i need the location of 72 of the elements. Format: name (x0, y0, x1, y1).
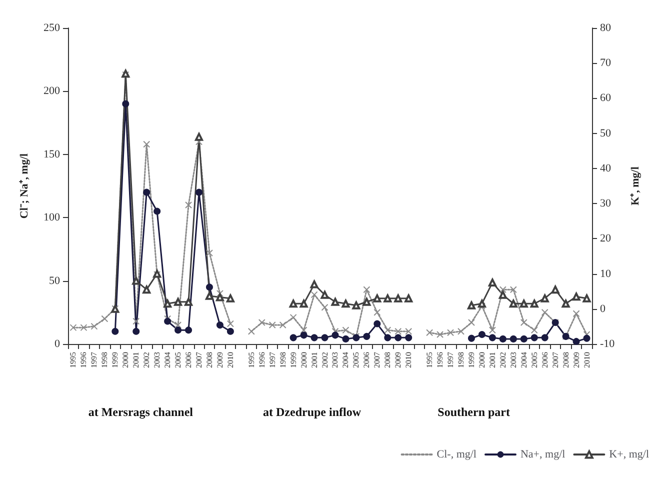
x-tick-label: 2007 (372, 352, 382, 368)
y-tick-label: 0 (54, 338, 60, 350)
y-tick-label: 250 (44, 22, 60, 34)
x-tick-label: 1998 (278, 352, 288, 368)
x-tick-label: 2010 (226, 352, 235, 368)
y2-axis-title: K⁺, mg/l (630, 166, 642, 206)
text: Southern part (438, 405, 510, 419)
y2-tick-label: 70 (600, 57, 612, 70)
legend-label: K+, mg/l (609, 448, 650, 460)
y-tick-label: 100 (44, 212, 60, 224)
y2-tick-label: 0 (600, 302, 606, 315)
x-tick-label: 2006 (540, 352, 550, 368)
x-tick-label: 2001 (488, 352, 497, 368)
y2-tick-label: 20 (600, 232, 612, 245)
y2-tick-label: 30 (600, 198, 612, 210)
x-tick-label: 2010 (404, 352, 414, 368)
text: at Mersrags channel (88, 405, 194, 419)
x-tick-label: 2008 (561, 352, 570, 368)
y-tick-label: 150 (44, 148, 60, 160)
x-tick-label: 2001 (132, 352, 141, 368)
x-tick-label: 2009 (215, 352, 224, 368)
x-tick-label: 2004 (341, 352, 350, 368)
y2-tick-label: -10 (600, 338, 616, 350)
x-tick-label: 2007 (550, 352, 560, 368)
x-tick-label: 2003 (508, 352, 518, 368)
x-tick-label: 2005 (352, 352, 361, 368)
x-tick-label: 2004 (163, 352, 172, 368)
x-tick-label: 2008 (204, 352, 214, 368)
x-tick-label: 2009 (394, 352, 403, 368)
x-tick-label: 1998 (100, 352, 110, 368)
x-tick-label: 1995 (425, 352, 434, 368)
x-tick-label: 1997 (446, 352, 456, 368)
x-tick-label: 1998 (456, 352, 466, 368)
x-tick-label: 2008 (383, 352, 392, 368)
x-tick-label: 2003 (152, 352, 162, 368)
x-tick-label: 2005 (530, 352, 539, 368)
x-tick-label: 2007 (194, 352, 204, 368)
x-tick-label: 2006 (362, 352, 372, 368)
text: at Dzedrupe inflow (263, 405, 362, 419)
x-tick-label: 2006 (184, 352, 194, 368)
x-tick-label: 1999 (466, 352, 476, 368)
y-tick-label: 200 (44, 85, 60, 98)
x-tick-label: 2002 (142, 352, 152, 368)
y2-tick-label: 80 (600, 22, 612, 34)
x-tick-label: 2001 (310, 352, 319, 368)
legend-label: Cl-, mg/l (436, 448, 476, 460)
x-tick-label: 2009 (572, 352, 581, 368)
x-tick-label: 1996 (436, 352, 445, 368)
x-tick-label: 1996 (79, 352, 88, 368)
y2-tick-label: 40 (600, 162, 612, 174)
x-tick-label: 1995 (246, 352, 256, 368)
x-tick-label: 1999 (110, 352, 120, 368)
x-tick-label: 2002 (498, 352, 508, 368)
x-tick-label: 2010 (582, 352, 592, 368)
y2-tick-label: 50 (600, 127, 612, 140)
x-tick-label: 1997 (90, 352, 99, 368)
y2-tick-label: 10 (600, 268, 612, 280)
x-tick-label: 1995 (68, 352, 78, 368)
y-tick-label: 50 (49, 274, 60, 287)
x-tick-label: 2004 (519, 352, 528, 368)
x-tick-label: 2000 (299, 352, 308, 368)
x-tick-label: 2005 (174, 352, 183, 368)
x-tick-label: 1996 (257, 352, 266, 368)
x-tick-label: 2000 (477, 352, 486, 368)
x-tick-label: 2000 (121, 352, 130, 368)
x-tick-label: 1997 (268, 352, 277, 368)
x-tick-label: 2002 (320, 352, 330, 368)
y-axis-title: Cl⁻; Na⁺, mg/l (18, 153, 30, 219)
x-tick-label: 1999 (288, 352, 298, 368)
legend-label: Na+, mg/l (520, 448, 566, 460)
y2-tick-label: 60 (600, 92, 612, 104)
x-tick-label: 2003 (330, 352, 340, 368)
